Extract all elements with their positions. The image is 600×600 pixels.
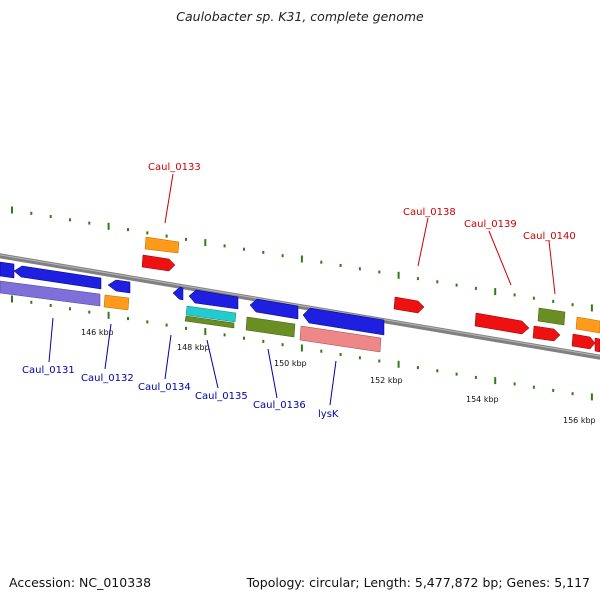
leader-caul-0132 <box>104 323 112 370</box>
gene-caul-0136-olive[interactable] <box>245 316 296 338</box>
scale-label-154kbp: 154 kbp <box>466 395 499 404</box>
genome-backbone <box>0 253 600 360</box>
gene-caul-0133-orange[interactable] <box>144 236 180 254</box>
gene-caul-0135-olive[interactable] <box>184 315 235 329</box>
gene-arrow-red[interactable] <box>571 333 596 350</box>
gene-arrow-blue[interactable] <box>107 279 131 294</box>
gene-arrow-red[interactable] <box>532 325 561 342</box>
gene-label-caul-0136[interactable]: Caul_0136 <box>253 400 306 411</box>
tick-row-lower <box>11 295 593 401</box>
gene-caul-0134-cyan[interactable] <box>185 305 237 323</box>
gene-arrow-blue[interactable] <box>172 286 184 301</box>
gene-label-lysk[interactable]: lysK <box>318 409 339 420</box>
leader-lysk <box>329 360 337 406</box>
gene-caul-0139-red[interactable] <box>474 312 530 335</box>
leader-caul-0140 <box>548 240 556 295</box>
leader-caul-0134 <box>164 334 172 380</box>
gene-caul-0140-olive[interactable] <box>537 307 566 326</box>
gene-caul-0138-red[interactable] <box>393 296 425 314</box>
gene-arrow-blue[interactable] <box>0 261 15 279</box>
genome-backbone-highlight <box>0 254 600 357</box>
leader-caul-0131 <box>48 317 54 363</box>
leader-caul-0139 <box>488 230 512 286</box>
leader-caul-0138 <box>417 217 429 267</box>
gene-label-caul-0132[interactable]: Caul_0132 <box>81 373 134 384</box>
scale-label-156kbp: 156 kbp <box>563 416 596 425</box>
gene-label-caul-0135[interactable]: Caul_0135 <box>195 391 248 402</box>
gene-caul-0131-purple[interactable] <box>0 280 101 307</box>
leader-caul-0133 <box>164 173 174 224</box>
gene-arrow-red[interactable] <box>594 337 600 353</box>
accession-text: Accession: NC_010338 <box>9 575 152 590</box>
gene-caul-0132-orange[interactable] <box>103 294 130 311</box>
gene-arrow-blue[interactable] <box>188 289 239 310</box>
scale-label-148kbp: 148 kbp <box>177 343 210 352</box>
gene-lysk-blue[interactable] <box>302 307 385 336</box>
gene-label-caul-0133[interactable]: Caul_0133 <box>148 162 201 173</box>
gene-label-caul-0139[interactable]: Caul_0139 <box>464 219 517 230</box>
leader-caul-0136 <box>267 348 278 399</box>
scale-label-150kbp: 150 kbp <box>274 359 307 368</box>
leader-caul-0135 <box>206 339 219 389</box>
genome-summary-text: Topology: circular; Length: 5,477,872 bp… <box>246 575 590 590</box>
gene-arrow-orange[interactable] <box>575 316 600 334</box>
gene-label-caul-0140[interactable]: Caul_0140 <box>523 231 576 242</box>
gene-label-caul-0138[interactable]: Caul_0138 <box>403 207 456 218</box>
scale-label-152kbp: 152 kbp <box>370 376 403 385</box>
gene-caul-0133-red[interactable] <box>141 254 176 272</box>
scale-label-146kbp: 146 kbp <box>81 328 114 337</box>
gene-lysk-pink[interactable] <box>299 325 382 353</box>
gene-label-caul-0131[interactable]: Caul_0131 <box>22 365 75 376</box>
gene-arrow-blue[interactable] <box>13 265 102 290</box>
tick-row-upper <box>11 206 593 312</box>
gene-arrow-blue[interactable] <box>249 298 299 320</box>
map-title: Caulobacter sp. K31, complete genome <box>176 9 424 24</box>
gene-label-caul-0134[interactable]: Caul_0134 <box>138 382 191 393</box>
